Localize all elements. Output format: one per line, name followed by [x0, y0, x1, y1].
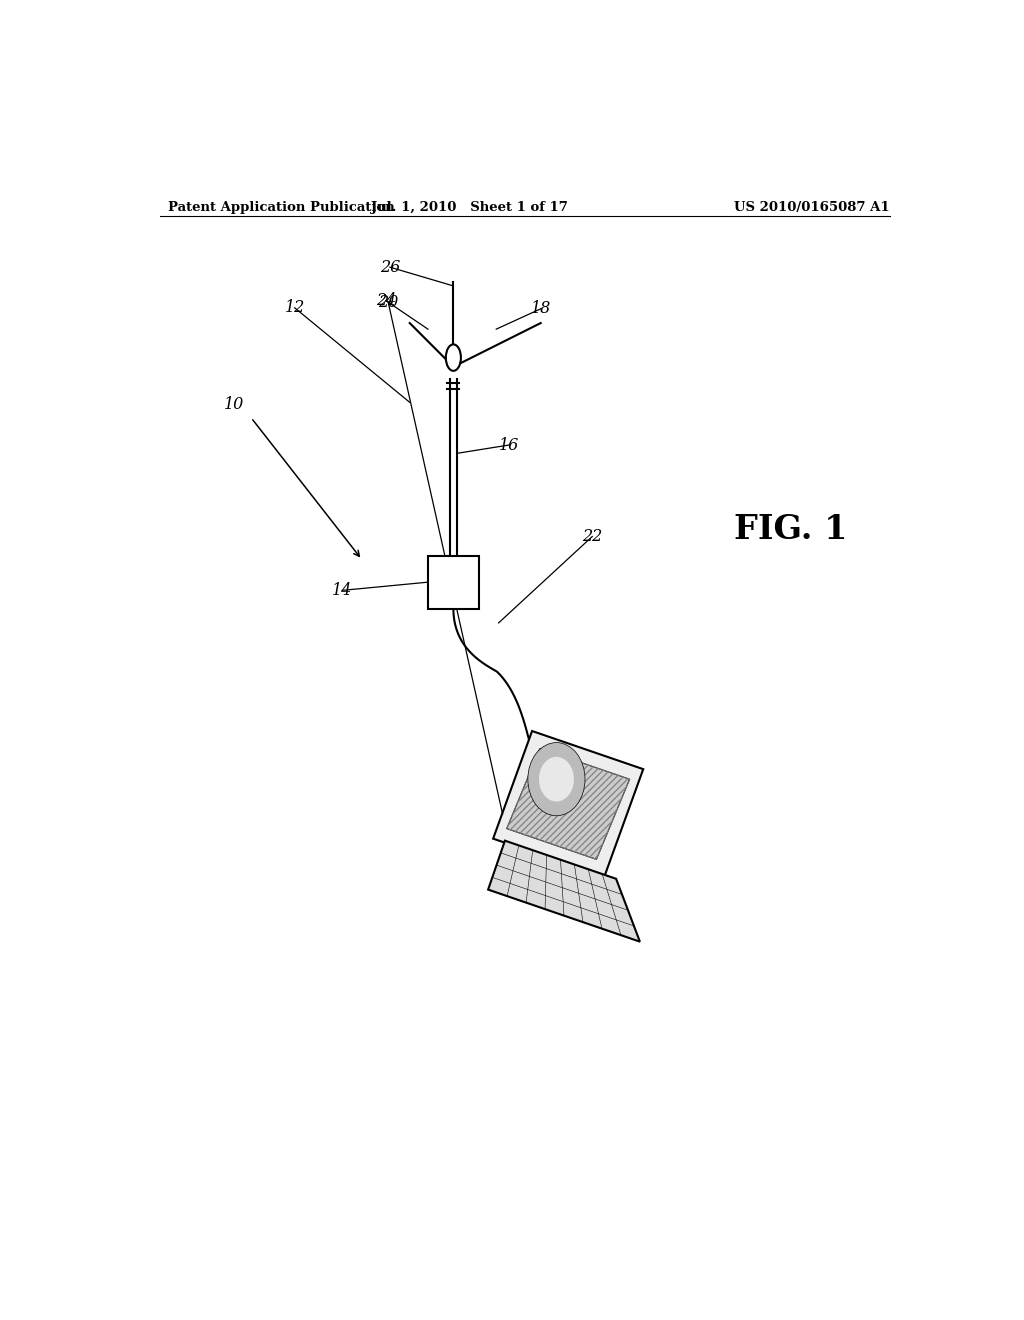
- Text: Jul. 1, 2010   Sheet 1 of 17: Jul. 1, 2010 Sheet 1 of 17: [371, 201, 567, 214]
- Bar: [428, 556, 479, 609]
- Text: 26: 26: [380, 259, 400, 276]
- Ellipse shape: [445, 345, 461, 371]
- Text: 22: 22: [582, 528, 602, 545]
- Text: 24: 24: [376, 292, 396, 309]
- Text: US 2010/0165087 A1: US 2010/0165087 A1: [734, 201, 890, 214]
- Polygon shape: [494, 731, 643, 876]
- Polygon shape: [488, 841, 640, 941]
- Text: 18: 18: [530, 301, 551, 317]
- Circle shape: [527, 743, 585, 816]
- Text: 20: 20: [378, 294, 398, 312]
- Text: 16: 16: [499, 437, 519, 454]
- Polygon shape: [507, 748, 630, 859]
- Circle shape: [539, 756, 573, 801]
- Text: 10: 10: [223, 396, 244, 413]
- Text: 12: 12: [285, 300, 305, 317]
- Text: Patent Application Publication: Patent Application Publication: [168, 201, 394, 214]
- Text: FIG. 1: FIG. 1: [734, 513, 848, 546]
- Text: 14: 14: [332, 582, 352, 599]
